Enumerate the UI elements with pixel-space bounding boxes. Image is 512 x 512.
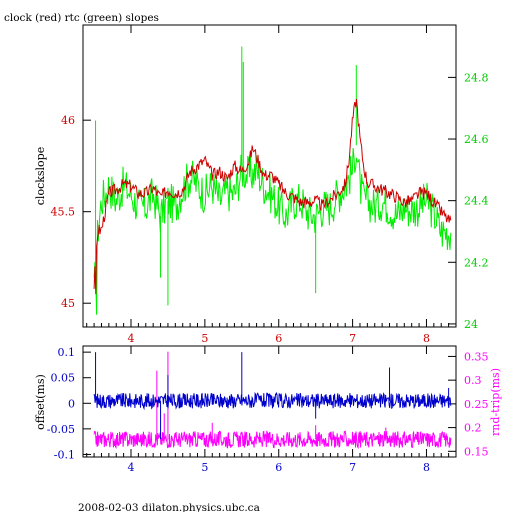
top-xtick-label-4: 4 (128, 332, 135, 345)
bottom-y2tick-label: 0.3 (464, 374, 482, 387)
bottom-y2tick-label: 0.2 (464, 422, 482, 435)
bottom-xtick-label-8: 8 (423, 461, 430, 474)
top-plot-frame (82, 24, 457, 328)
top-ytick-label: 45.5 (51, 206, 76, 219)
footer: 2008-02-03 dilaton.physics.ubc.ca (78, 502, 260, 512)
bottom-ytick-label: -0.1 (54, 448, 75, 461)
bottom-y2tick-label: 0.15 (464, 445, 489, 458)
bottom-ylabel: offset(ms) (34, 374, 47, 430)
top-y2tick-label: 24.6 (464, 133, 489, 146)
bottom-plot-frame (82, 345, 457, 458)
top-panel: clockslope 4 5 6 7 84545.5462424.224.424.624… (34, 24, 489, 345)
top-ylabel: clockslope (34, 147, 47, 205)
bottom-xtick-label-5: 5 (201, 461, 208, 474)
top-ytick-label: 46 (61, 114, 75, 127)
top-xtick-label-6: 6 (275, 332, 282, 345)
offset-line (93, 391, 452, 411)
bottom-xtick-label-7: 7 (349, 461, 356, 474)
rnd-trip-line (93, 430, 452, 450)
top-y2tick-label: 24.8 (464, 71, 489, 84)
bottom-series (93, 351, 452, 450)
top-y2tick-label: 24 (464, 318, 478, 331)
bottom-y2tick-label: 0.25 (464, 398, 489, 411)
bottom-ytick-label: -0.05 (47, 423, 75, 436)
top-xtick-label-7: 7 (349, 332, 356, 345)
bottom-y2label: rnd-trip(ms) (489, 368, 502, 436)
clock-slope-line (93, 98, 452, 295)
bottom-ytick-label: 0 (68, 397, 75, 410)
bottom-ticks: 4 5 6 7 8 0.1 0.05 0 -0.05 -0.1 0.35 0.3 0.25 0.2 0.15 (47, 346, 489, 474)
rtc-slope-line (93, 147, 452, 315)
top-ytick-label: 45 (61, 297, 75, 310)
bottom-y2tick-label: 0.35 (464, 350, 489, 363)
bottom-panel: offset(ms) rnd-trip(ms) 4 5 6 7 8 0.1 0.05 0 -0.… (34, 345, 502, 474)
top-y2tick-label: 24.4 (464, 195, 489, 208)
top-xtick-label-5: 5 (201, 332, 208, 345)
bottom-xtick-label-6: 6 (275, 461, 282, 474)
top-y2tick-label: 24.2 (464, 256, 489, 269)
bottom-xtick-label-4: 4 (128, 461, 135, 474)
bottom-ytick-label: 0.1 (58, 346, 76, 359)
bottom-ytick-label: 0.05 (51, 372, 76, 385)
top-series (93, 46, 452, 315)
top-xtick-label-8: 8 (423, 332, 430, 345)
chart-title: clock (red) rtc (green) slopes (4, 12, 159, 24)
